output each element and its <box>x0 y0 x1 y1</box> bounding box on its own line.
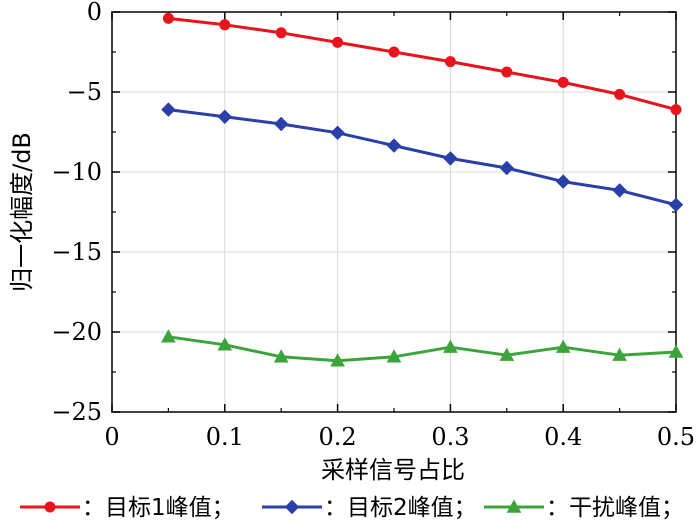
legend-label: ：目标2峰值； <box>324 495 477 521</box>
y-tick-label: −15 <box>51 238 102 266</box>
series-1-point <box>332 36 344 48</box>
series-1-line <box>168 16 677 112</box>
series-1-point <box>444 56 456 68</box>
series-1-point <box>557 76 569 88</box>
series-2-point <box>612 183 627 198</box>
x-tick-label: 0.3 <box>431 423 469 451</box>
series-1-point <box>219 19 231 31</box>
series-2-point <box>555 174 571 189</box>
x-tick-label: 0.5 <box>657 423 695 451</box>
series-1-point <box>670 104 682 116</box>
y-tick-label: −10 <box>51 158 102 186</box>
y-axis-title: 归一化幅度/dB <box>8 132 36 292</box>
x-tick-label: 0.1 <box>206 423 244 451</box>
legend-marker <box>506 499 522 513</box>
series-3-point <box>612 347 627 361</box>
series-3-point <box>499 347 515 361</box>
series-3-line <box>168 335 677 363</box>
series-3-point <box>217 337 233 351</box>
x-axis-title: 采样信号占比 <box>321 456 465 484</box>
x-tick-label: 0.2 <box>319 423 357 451</box>
series-2-line <box>168 108 677 207</box>
y-tick-label: −5 <box>67 78 102 106</box>
series-3-point <box>668 344 684 358</box>
legend-item-3: ：干扰峰值； <box>484 495 684 521</box>
series-3 <box>161 329 684 367</box>
legend-item-2: ：目标2峰值； <box>262 495 477 521</box>
series-2-point <box>443 151 458 166</box>
legend-marker <box>44 501 56 513</box>
series-1-point <box>162 12 174 24</box>
series-layer <box>161 12 684 367</box>
x-tick-label: 0 <box>104 423 119 451</box>
series-3-point <box>330 353 345 367</box>
tick-labels: 0 0.1 0.2 0.3 0.4 0.5 0 −5 −10 −15 −20 −25 <box>51 0 695 451</box>
series-1 <box>162 12 682 116</box>
series-3-point <box>161 329 176 343</box>
series-2-point <box>386 138 402 153</box>
series-2-point <box>668 197 684 213</box>
legend-marker <box>284 499 300 515</box>
legend-label: ：目标1峰值； <box>82 495 235 521</box>
series-3-point <box>555 339 571 353</box>
series-3-point <box>386 349 402 363</box>
series-2-point <box>273 116 289 132</box>
series-1-point <box>614 88 626 100</box>
series-2-point <box>499 160 515 176</box>
legend-item-1: ：目标1峰值； <box>20 495 235 521</box>
x-tick-label: 0.4 <box>544 423 582 451</box>
y-tick-label: −20 <box>51 318 102 346</box>
series-3-point <box>443 339 458 353</box>
legend-label: ：干扰峰值； <box>546 495 684 521</box>
series-3-point <box>273 349 289 363</box>
series-2-point <box>217 109 233 125</box>
series-1-point <box>388 46 400 58</box>
y-tick-label: −25 <box>51 398 102 426</box>
series-1-point <box>501 66 513 78</box>
series-2-point <box>161 102 176 117</box>
series-1-point <box>275 27 287 39</box>
y-tick-label: 0 <box>87 0 102 26</box>
series-2 <box>161 102 684 213</box>
legend: ：目标1峰值； ：目标2峰值； ：干扰峰值； <box>20 495 684 521</box>
series-2-point <box>330 125 345 141</box>
